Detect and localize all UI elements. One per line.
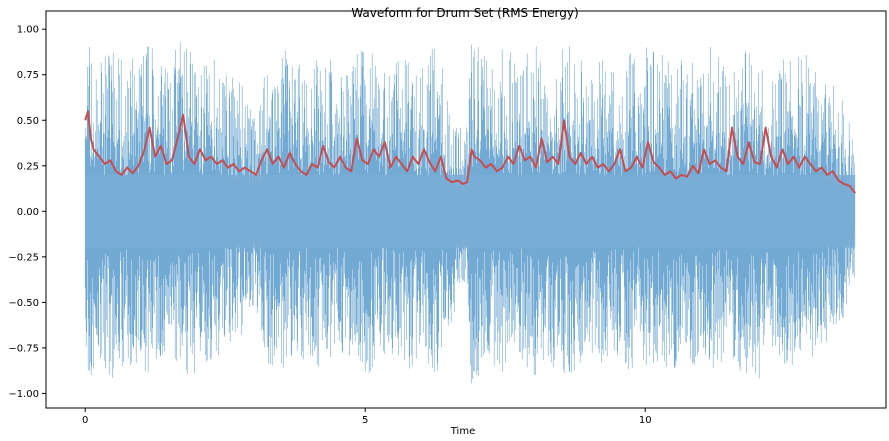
waveform-core-band [85,174,856,248]
x-axis-label: Time [450,426,475,437]
plot-area [84,42,856,384]
y-tick-label: −0.50 [8,298,39,309]
rms-layer [84,110,856,194]
x-tick-label: 0 [82,415,88,426]
y-tick-label: −0.25 [8,252,39,263]
y-tick-label: 0.00 [17,207,39,218]
axes-frame [45,10,887,409]
y-tick-label: 1.00 [17,25,39,36]
rms-energy-line [84,110,856,194]
y-tick-label: −1.00 [8,389,39,400]
x-axis: 0 5 10 [82,408,652,426]
chart-title: Waveform for Drum Set (RMS Energy) [351,6,578,20]
waveform-layer [84,42,856,384]
y-axis: 1.00 0.75 0.50 0.25 0.00 −0.25 −0.50 −0.75 −1.00 [8,25,46,400]
y-tick-label: 0.25 [17,161,39,172]
x-tick-label: 10 [639,415,652,426]
y-tick-label: −0.75 [8,343,39,354]
x-tick-label: 5 [362,415,368,426]
y-tick-label: 0.75 [17,70,39,81]
y-tick-label: 0.50 [17,116,39,127]
